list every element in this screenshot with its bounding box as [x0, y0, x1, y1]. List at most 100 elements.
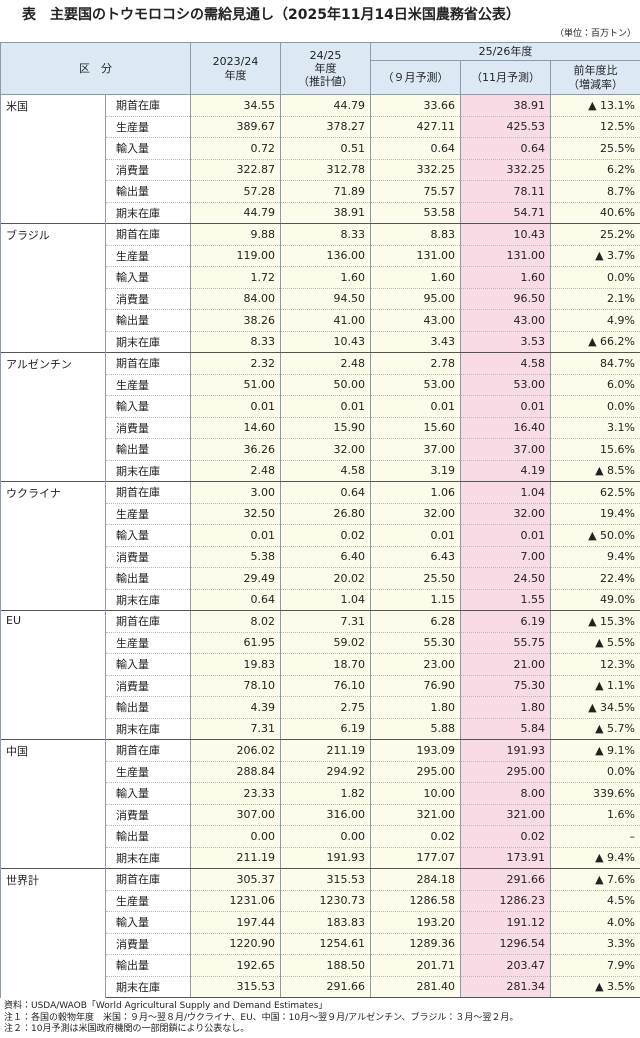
item-cell: 輸出量	[105, 954, 191, 976]
value-cell: 295.00	[370, 760, 461, 783]
value-cell: 6.19	[460, 610, 551, 632]
value-cell: 291.66	[460, 868, 551, 890]
table-row: 輸出量 192.65 188.50 201.71 203.47 7.9%	[1, 954, 640, 976]
value-cell: 427.11	[370, 115, 461, 138]
note-line: 注２：10月予測は米国政府機関の一部閉鎖により公表なし。	[4, 1024, 250, 1034]
value-cell: 1.72	[190, 266, 281, 288]
value-cell: 75.57	[370, 180, 461, 202]
value-cell: 193.09	[370, 739, 461, 761]
table-row: 輸入量 1.72 1.60 1.60 1.60 0.0%	[1, 266, 640, 288]
value-cell: 284.18	[370, 868, 461, 890]
value-cell: 315.53	[190, 975, 281, 998]
table-row: ブラジル 期首在庫 9.88 8.33 8.83 10.43 25.2%	[0, 223, 640, 353]
item-cell: 輸出量	[105, 438, 191, 460]
value-cell: 10.00	[370, 782, 461, 804]
header-line: 年度	[224, 68, 247, 82]
header-change: 前年度比 （増減率）	[550, 60, 640, 95]
table-row: 輸出量 57.28 71.89 75.57 78.11 8.7%	[1, 180, 640, 202]
value-cell: 8.83	[370, 223, 461, 245]
value-cell: 3.00	[190, 481, 281, 503]
value-cell: 75.30	[460, 674, 551, 697]
table-row: 期末在庫 44.79 38.91 53.58 54.71 40.6%	[1, 201, 640, 224]
value-cell: 315.53	[280, 868, 371, 890]
value-cell: 191.93	[460, 739, 551, 761]
value-cell: 24.50	[460, 567, 551, 589]
value-cell: 23.00	[370, 653, 461, 675]
value-cell: 3.1%	[550, 416, 640, 439]
item-cell: 輸出量	[105, 180, 191, 202]
value-cell: 0.02	[370, 825, 461, 847]
item-cell: 期末在庫	[105, 201, 191, 224]
value-cell: 7.31	[280, 610, 371, 632]
value-cell: 0.00	[280, 825, 371, 847]
value-cell: ▲ 15.3%	[550, 610, 640, 632]
value-cell: 1286.58	[370, 889, 461, 912]
value-cell: 10.43	[460, 223, 551, 245]
value-cell: 177.07	[370, 846, 461, 869]
value-cell: 33.66	[370, 94, 461, 116]
value-cell: 332.25	[460, 158, 551, 181]
header-line: 2023/24	[212, 55, 259, 69]
item-cell: 期首在庫	[105, 868, 191, 890]
value-cell: 339.6%	[550, 782, 640, 804]
table-row: 輸入量 19.83 18.70 23.00 21.00 12.3%	[1, 653, 640, 675]
value-cell: 211.19	[280, 739, 371, 761]
value-cell: 1296.54	[460, 932, 551, 955]
value-cell: 321.00	[460, 803, 551, 826]
header-line: （推計値）	[298, 75, 353, 89]
table-row: 消費量 307.00 316.00 321.00 321.00 1.6%	[1, 803, 640, 826]
value-cell: 37.00	[460, 438, 551, 460]
value-cell: 36.26	[190, 438, 281, 460]
item-cell: 輸入量	[105, 911, 191, 933]
value-cell: 1286.23	[460, 889, 551, 912]
table-row: 輸出量 38.26 41.00 43.00 43.00 4.9%	[1, 309, 640, 331]
header-line: （増減率）	[568, 77, 623, 91]
header-line: 年度	[314, 61, 337, 75]
value-cell: 26.80	[280, 502, 371, 525]
value-cell: 20.02	[280, 567, 371, 589]
table-row: 生産量 61.95 59.02 55.30 55.75 ▲ 5.5%	[1, 631, 640, 654]
header-line: 24/25	[309, 48, 342, 62]
value-cell: 191.12	[460, 911, 551, 933]
value-cell: 0.01	[460, 524, 551, 546]
table-row: 生産量 119.00 136.00 131.00 131.00 ▲ 3.7%	[1, 244, 640, 267]
header-fy2526: 25/26年度	[370, 42, 640, 61]
value-cell: 7.9%	[550, 954, 640, 976]
value-cell: 307.00	[190, 803, 281, 826]
value-cell: 7.00	[460, 545, 551, 568]
value-cell: 1.82	[280, 782, 371, 804]
value-cell: 0.01	[370, 524, 461, 546]
value-cell: 183.83	[280, 911, 371, 933]
value-cell: 131.00	[370, 244, 461, 267]
value-cell: 203.47	[460, 954, 551, 976]
value-cell: 0.02	[280, 524, 371, 546]
table-row: 消費量 1220.90 1254.61 1289.36 1296.54 3.3%	[1, 932, 640, 955]
value-cell: 8.02	[190, 610, 281, 632]
value-cell: 312.78	[280, 158, 371, 181]
item-cell: 輸出量	[105, 567, 191, 589]
item-cell: 輸出量	[105, 309, 191, 331]
item-cell: 消費量	[105, 803, 191, 826]
table-row: アルゼンチン 期首在庫 2.32 2.48 2.78 4.58 84.7%	[0, 352, 640, 482]
item-cell: 期首在庫	[105, 223, 191, 245]
value-cell: 12.3%	[550, 653, 640, 675]
item-cell: 消費量	[105, 545, 191, 568]
value-cell: 84.00	[190, 287, 281, 310]
table-row: 消費量 78.10 76.10 76.90 75.30 ▲ 1.1%	[1, 674, 640, 697]
table-row: 期末在庫 7.31 6.19 5.88 5.84 ▲ 5.7%	[1, 717, 640, 740]
value-cell: 0.01	[280, 395, 371, 417]
table-row: 輸出量 29.49 20.02 25.50 24.50 22.4%	[1, 567, 640, 589]
value-cell: 55.30	[370, 631, 461, 654]
table-row: 生産量 51.00 50.00 53.00 53.00 6.0%	[1, 373, 640, 396]
value-cell: 54.71	[460, 201, 551, 224]
value-cell: 4.58	[460, 352, 551, 374]
notes: 資料：USDA/WAOB「World Agricultural Supply a…	[4, 1001, 518, 1036]
value-cell: 288.84	[190, 760, 281, 783]
table-row: 期末在庫 2.48 4.58 3.19 4.19 ▲ 8.5%	[1, 459, 640, 482]
value-cell: 95.00	[370, 287, 461, 310]
value-cell: ▲ 3.7%	[550, 244, 640, 267]
title: 表 主要国のトウモロコシの需給見通し（2025年11月14日米国農務省公表）	[22, 7, 520, 23]
supply-demand-table: 区 分 2023/24 年度 24/25 年度 （推計値） 25/26年度 （９…	[0, 42, 640, 998]
value-cell: 25.5%	[550, 137, 640, 159]
value-cell: 2.1%	[550, 287, 640, 310]
